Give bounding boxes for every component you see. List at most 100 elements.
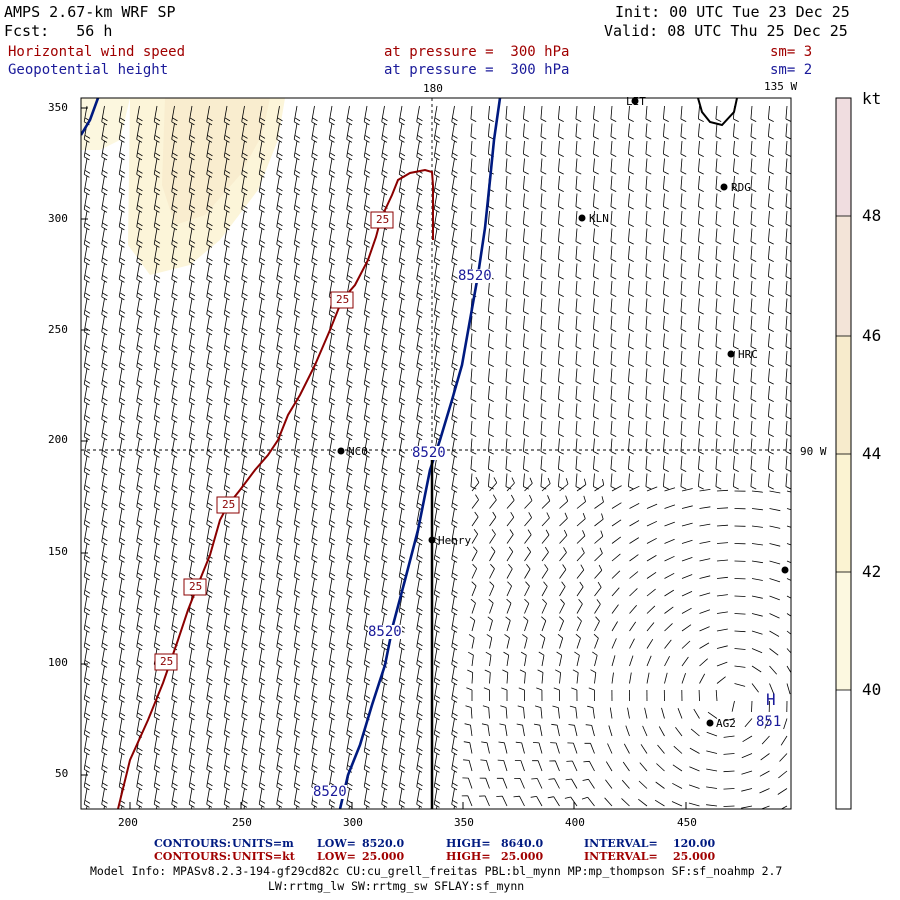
x-tick-200: 200 — [118, 816, 138, 829]
wind-barb — [523, 228, 529, 245]
wind-barb — [785, 438, 791, 455]
wind-barb — [488, 228, 494, 245]
wind-barb — [311, 595, 318, 616]
wind-barb — [381, 175, 388, 196]
wind-barb — [488, 438, 494, 455]
wind-barb — [470, 315, 477, 332]
wind-barb — [769, 560, 781, 565]
wind-barb — [363, 228, 371, 248]
wind-barb — [663, 333, 669, 350]
wind-barb — [346, 403, 353, 423]
y-tick-200: 200 — [48, 433, 68, 446]
wind-barb — [171, 158, 178, 178]
wind-barb — [223, 368, 231, 388]
wind-barb — [750, 280, 757, 297]
wind-barb — [680, 175, 687, 192]
wind-barb — [276, 665, 283, 686]
wind-barb — [664, 639, 672, 649]
wind-barb — [693, 708, 700, 719]
wind-barb — [451, 788, 458, 808]
wind-barb — [468, 651, 474, 667]
wind-barb — [706, 731, 718, 737]
wind-barb — [785, 403, 791, 420]
wind-barb — [241, 280, 248, 301]
wind-barb — [206, 595, 213, 616]
wind-barb — [206, 420, 213, 441]
wind-barb — [540, 455, 547, 472]
wind-barb — [576, 564, 585, 579]
wind-barb — [328, 648, 336, 668]
wind-barb — [276, 543, 283, 563]
wind-barb — [470, 140, 477, 157]
wind-barb — [136, 665, 143, 686]
wind-barb — [532, 760, 543, 772]
model-title: AMPS 2.67-km WRF SP — [4, 3, 176, 21]
wind-barb — [136, 298, 143, 318]
wind-barb — [680, 438, 687, 455]
wind-barb — [311, 105, 318, 126]
wind-barb — [363, 298, 371, 318]
wind-barb — [398, 455, 406, 476]
wind-barb — [276, 298, 283, 318]
wind-barb — [171, 543, 178, 563]
wind-barb — [540, 105, 547, 122]
wind-barb — [241, 123, 248, 143]
wind-barb — [416, 753, 423, 773]
wind-barb — [398, 280, 406, 301]
wind-barb — [594, 479, 605, 492]
wind-barb — [645, 105, 652, 122]
wind-barb — [629, 672, 632, 684]
wind-barb — [540, 123, 547, 140]
wind-barb — [241, 263, 248, 283]
wind-barb — [433, 560, 441, 581]
wind-barb — [433, 595, 441, 616]
wind-barb — [188, 385, 196, 406]
wind-barb — [593, 140, 599, 157]
wind-barb — [346, 525, 353, 546]
wind-barb — [750, 175, 757, 192]
wind-barb — [470, 123, 477, 140]
wind-barb — [118, 245, 126, 266]
wind-barb — [639, 762, 648, 772]
wind-barb — [750, 438, 757, 455]
wind-barb — [293, 683, 301, 703]
wind-barb — [611, 485, 622, 492]
wind-barb — [223, 263, 231, 283]
wind-barb — [750, 403, 757, 420]
wind-barb — [785, 210, 791, 227]
wind-barb — [311, 543, 318, 563]
wind-barb — [698, 105, 704, 122]
wind-barb — [558, 193, 564, 210]
wind-barb — [433, 420, 441, 441]
wind-barb — [171, 140, 178, 161]
wind-barb — [483, 687, 490, 701]
wind-barb — [188, 788, 196, 808]
wind-barb — [628, 193, 634, 210]
wind-barb — [328, 525, 336, 546]
wind-barb — [470, 210, 477, 227]
wind-barb — [363, 263, 371, 283]
wind-barb — [785, 158, 791, 175]
wind-barb — [276, 578, 283, 598]
wind-barb — [673, 745, 683, 754]
wind-barb — [223, 665, 231, 686]
wind-barb — [83, 140, 91, 161]
wind-barb — [188, 490, 196, 511]
wind-barb — [681, 488, 693, 492]
wind-barb — [293, 525, 301, 546]
wind-barb — [646, 503, 658, 509]
wind-barb — [311, 263, 318, 283]
wind-barb — [594, 547, 603, 562]
wind-barb — [593, 633, 599, 649]
wind-barb — [547, 796, 560, 807]
wind-barb — [276, 140, 283, 161]
wind-barb — [346, 578, 353, 598]
wind-barb — [346, 648, 353, 668]
wind-barb — [416, 140, 423, 161]
wind-barb — [451, 630, 458, 651]
wind-barb — [83, 735, 91, 756]
wind-barb — [381, 315, 388, 336]
wind-barb — [416, 403, 423, 423]
wind-barb — [223, 245, 231, 266]
wind-barb — [611, 655, 616, 667]
